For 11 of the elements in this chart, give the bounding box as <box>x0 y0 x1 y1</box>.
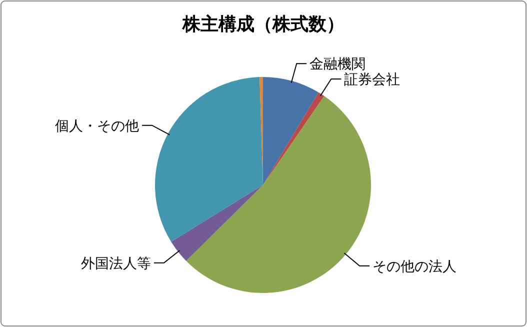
pie-slice <box>263 77 319 185</box>
pie-slice <box>263 92 324 185</box>
chart-title: 株主構成（株式数） <box>182 14 344 35</box>
pie-slice <box>186 96 371 293</box>
slice-label: 証券会社 <box>344 72 400 88</box>
slice-label: 個人・その他 <box>55 118 140 134</box>
slice-label: 外国法人等 <box>80 256 151 272</box>
pie-slice <box>155 77 263 242</box>
slice-label: その他の法人 <box>372 258 457 275</box>
pie-slice <box>171 185 263 261</box>
slice-label: 金融機関 <box>310 56 366 73</box>
